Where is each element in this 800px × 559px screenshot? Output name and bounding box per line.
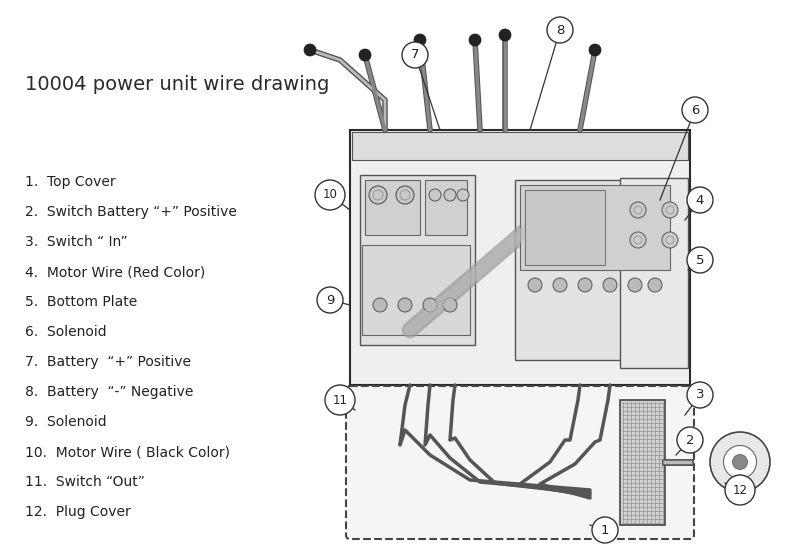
- Circle shape: [677, 427, 703, 453]
- Circle shape: [553, 278, 567, 292]
- Text: 3: 3: [696, 389, 704, 401]
- Circle shape: [398, 298, 412, 312]
- Circle shape: [628, 278, 642, 292]
- Circle shape: [457, 189, 469, 201]
- Circle shape: [304, 44, 316, 56]
- Bar: [520, 185, 670, 270]
- Text: 10004 power unit wire drawing: 10004 power unit wire drawing: [25, 75, 330, 94]
- Bar: [362, 245, 470, 335]
- Circle shape: [423, 298, 437, 312]
- Circle shape: [396, 186, 414, 204]
- Circle shape: [373, 298, 387, 312]
- Bar: [515, 180, 675, 360]
- Text: 5.  Bottom Plate: 5. Bottom Plate: [25, 295, 138, 309]
- Text: 6.  Solenoid: 6. Solenoid: [25, 325, 106, 339]
- Circle shape: [444, 189, 456, 201]
- Bar: [360, 175, 475, 345]
- Text: 12.  Plug Cover: 12. Plug Cover: [25, 505, 130, 519]
- Circle shape: [630, 232, 646, 248]
- Circle shape: [528, 278, 542, 292]
- Text: 3.  Switch “ In”: 3. Switch “ In”: [25, 235, 128, 249]
- Text: 11.  Switch “Out”: 11. Switch “Out”: [25, 475, 145, 489]
- Text: 6: 6: [691, 103, 699, 116]
- Circle shape: [317, 287, 343, 313]
- Text: 11: 11: [333, 394, 347, 406]
- Circle shape: [369, 186, 387, 204]
- Bar: [425, 180, 467, 235]
- Bar: [525, 190, 605, 265]
- Text: 1: 1: [601, 523, 610, 537]
- Text: 9.  Solenoid: 9. Solenoid: [25, 415, 106, 429]
- Circle shape: [429, 189, 441, 201]
- Text: 8: 8: [556, 23, 564, 36]
- Circle shape: [725, 475, 755, 505]
- Circle shape: [710, 432, 770, 492]
- Circle shape: [359, 49, 371, 61]
- Text: 10.  Motor Wire ( Black Color): 10. Motor Wire ( Black Color): [25, 445, 230, 459]
- Circle shape: [630, 202, 646, 218]
- Circle shape: [315, 180, 345, 210]
- Circle shape: [662, 232, 678, 248]
- Bar: [365, 180, 420, 235]
- Text: 1.  Top Cover: 1. Top Cover: [25, 175, 116, 189]
- Circle shape: [687, 187, 713, 213]
- Circle shape: [469, 34, 481, 46]
- Text: 7: 7: [410, 49, 419, 61]
- Circle shape: [499, 29, 511, 41]
- Circle shape: [603, 278, 617, 292]
- Bar: [620, 400, 665, 525]
- Circle shape: [325, 385, 355, 415]
- Circle shape: [443, 298, 457, 312]
- Text: 4: 4: [696, 193, 704, 206]
- Text: 9: 9: [326, 293, 334, 306]
- Circle shape: [592, 517, 618, 543]
- Circle shape: [682, 97, 708, 123]
- Text: 2: 2: [686, 433, 694, 447]
- Bar: [352, 132, 688, 160]
- Text: 8.  Battery  “-” Negative: 8. Battery “-” Negative: [25, 385, 194, 399]
- Circle shape: [723, 446, 757, 479]
- Text: 2.  Switch Battery “+” Positive: 2. Switch Battery “+” Positive: [25, 205, 237, 219]
- Bar: [620, 178, 688, 368]
- Circle shape: [648, 278, 662, 292]
- Text: 5: 5: [696, 253, 704, 267]
- FancyBboxPatch shape: [346, 386, 694, 539]
- Circle shape: [687, 382, 713, 408]
- Circle shape: [687, 247, 713, 273]
- Circle shape: [662, 202, 678, 218]
- Circle shape: [547, 17, 573, 43]
- Text: 4.  Motor Wire (Red Color): 4. Motor Wire (Red Color): [25, 265, 206, 279]
- Circle shape: [733, 454, 747, 470]
- Text: 12: 12: [733, 484, 747, 496]
- Bar: [350, 130, 690, 385]
- Text: 7.  Battery  “+” Positive: 7. Battery “+” Positive: [25, 355, 191, 369]
- Circle shape: [589, 44, 601, 56]
- Circle shape: [578, 278, 592, 292]
- Circle shape: [414, 34, 426, 46]
- Text: 10: 10: [322, 188, 338, 201]
- Circle shape: [402, 42, 428, 68]
